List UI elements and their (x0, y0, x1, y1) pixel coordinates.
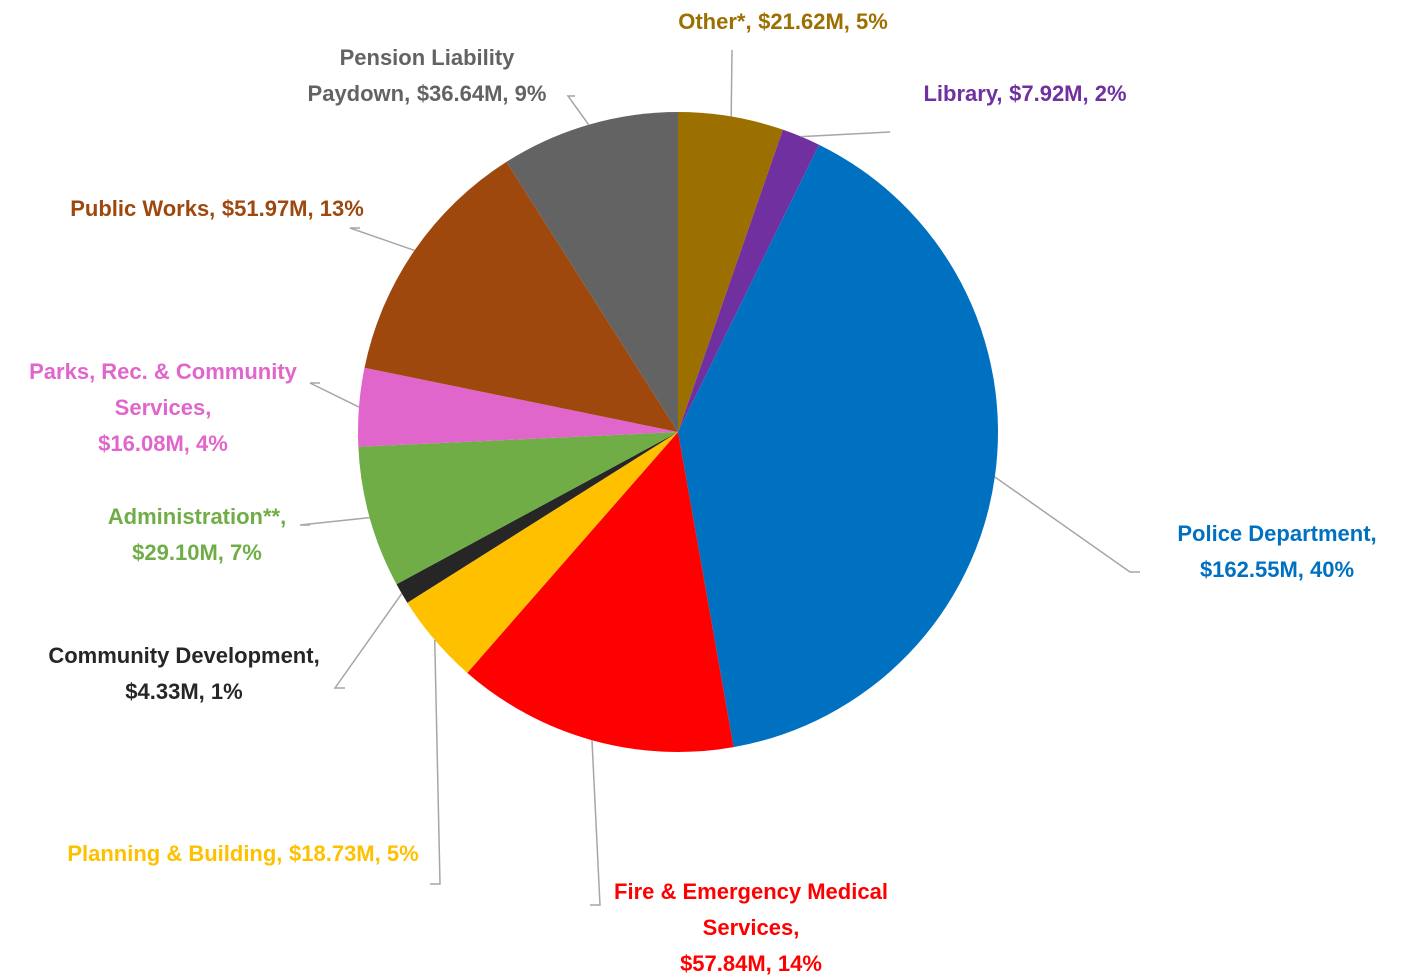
value-label: $36.64M, 9% (416, 81, 547, 106)
data-label: Other*, $21.62M, 5% (623, 4, 943, 40)
leader-line (349, 227, 415, 252)
value-label: $4.33M, 1% (125, 679, 243, 704)
data-label: Administration**, $29.10M, 7% (47, 499, 347, 571)
pie-slice (506, 112, 678, 432)
category-label: Fire & Emergency Medical Services, (614, 879, 888, 940)
leader-line (994, 476, 1140, 573)
data-label: Parks, Rec. & Community Services, $16.08M… (0, 354, 328, 462)
pie-slice (358, 367, 678, 447)
category-label: Other*, (678, 9, 752, 34)
pie-slice (396, 432, 678, 603)
category-label: Community Development, (48, 643, 320, 668)
data-label: Library, $7.92M, 2% (875, 76, 1175, 112)
value-label: $18.73M, 5% (289, 841, 419, 866)
category-label: Library, (923, 81, 1003, 106)
data-label: Public Works, $51.97M, 13% (62, 191, 372, 227)
value-label: $29.10M, 7% (132, 540, 262, 565)
leader-line (801, 131, 891, 138)
leader-line (333, 593, 403, 689)
category-label: Planning & Building, (67, 841, 283, 866)
category-label: Pension Liability Paydown, (307, 45, 515, 106)
pie-slice (678, 144, 998, 748)
pie-slice (407, 432, 678, 673)
pie-slice (467, 432, 734, 752)
pie-slice (678, 129, 819, 432)
category-label: Parks, Rec. & Community Services, (29, 359, 297, 420)
category-label: Police Department, (1177, 521, 1377, 546)
value-label: $16.08M, 4% (98, 431, 228, 456)
leader-line (430, 639, 441, 885)
leader-line (590, 740, 601, 906)
data-label: Fire & Emergency Medical Services, $57.84… (581, 874, 921, 979)
leader-line (299, 516, 370, 526)
data-label: Police Department, $162.55M, 40% (1147, 516, 1407, 588)
value-label: $57.84M, 14% (680, 951, 822, 976)
data-label: Community Development, $4.33M, 1% (4, 638, 364, 710)
data-label: Pension Liability Paydown, $36.64M, 9% (277, 40, 577, 112)
value-label: $51.97M, 13% (221, 196, 364, 221)
category-label: Public Works, (70, 196, 216, 221)
pie-slice (678, 112, 783, 432)
value-label: $21.62M, 5% (758, 9, 888, 34)
leader-line (730, 49, 733, 117)
data-label: Planning & Building, $18.73M, 5% (43, 836, 443, 872)
pie-slice (364, 161, 678, 432)
pie-slice (358, 432, 678, 585)
leader-line (566, 95, 590, 126)
value-label: $162.55M, 40% (1199, 557, 1355, 582)
leader-line (309, 382, 360, 408)
value-label: $7.92M, 2% (1009, 81, 1127, 106)
category-label: Administration**, (107, 504, 287, 529)
